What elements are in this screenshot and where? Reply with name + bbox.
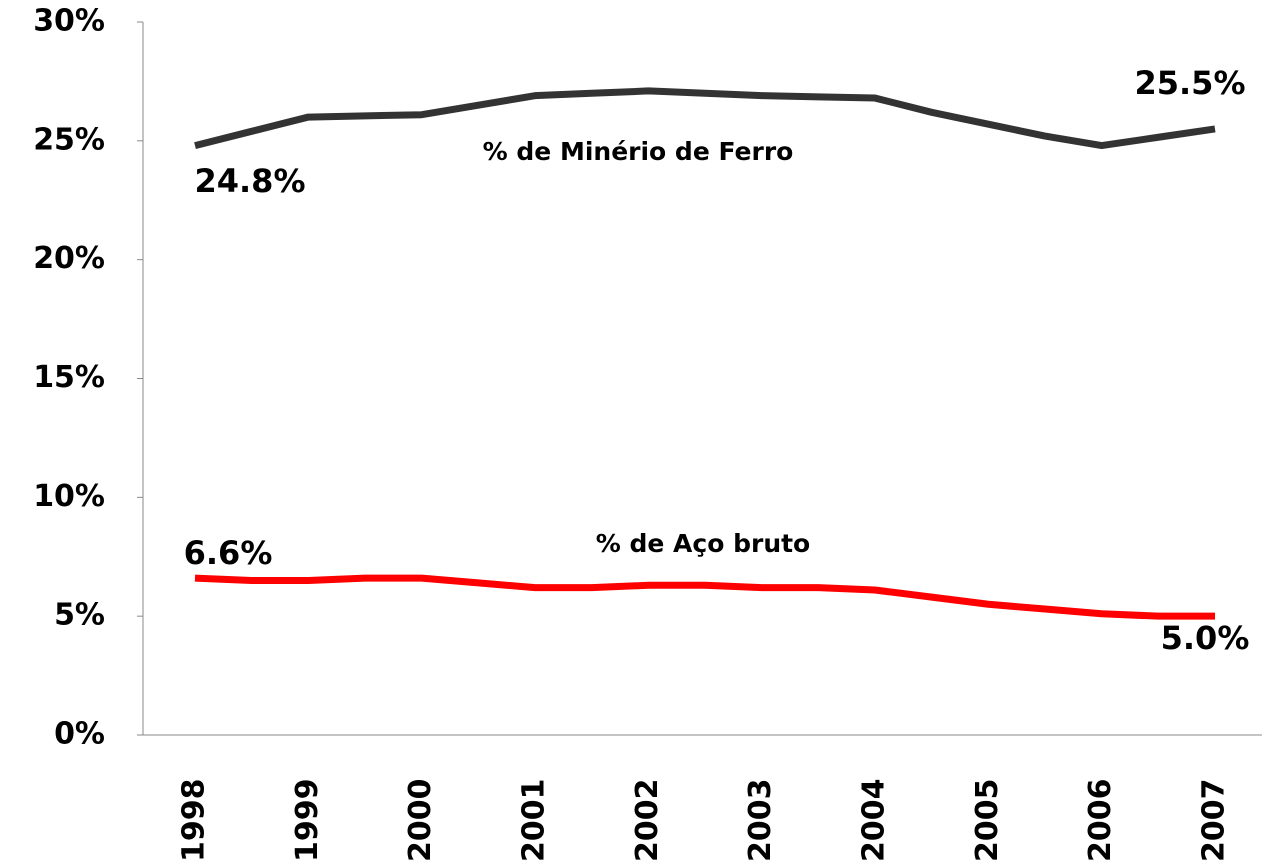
data-label: 25.5% bbox=[1134, 64, 1245, 102]
x-tick-label: 2006 bbox=[1083, 779, 1118, 863]
x-tick-label: 2004 bbox=[857, 779, 892, 863]
x-tick-label: 2000 bbox=[403, 779, 438, 863]
y-tick-label: 15% bbox=[33, 360, 105, 395]
y-tick-label: 10% bbox=[33, 479, 105, 514]
x-tick-label: 2003 bbox=[743, 779, 778, 863]
y-tick-label: 30% bbox=[33, 4, 105, 39]
x-tick-label: 2002 bbox=[630, 779, 665, 863]
series-name: % de Aço bruto bbox=[596, 529, 811, 558]
data-label: 24.8% bbox=[194, 162, 305, 200]
y-tick-label: 5% bbox=[54, 598, 105, 633]
data-label: 6.6% bbox=[184, 534, 273, 572]
series-line bbox=[194, 574, 1215, 620]
x-tick-label: 2001 bbox=[517, 779, 552, 863]
data-label: 5.0% bbox=[1161, 619, 1250, 657]
x-tick-label: 1999 bbox=[290, 779, 325, 863]
y-tick-label: 25% bbox=[33, 122, 105, 157]
y-tick-label: 20% bbox=[33, 241, 105, 276]
series-name: % de Minério de Ferro bbox=[483, 137, 794, 166]
x-tick-label: 2005 bbox=[970, 779, 1005, 863]
x-tick-label: 2007 bbox=[1197, 779, 1232, 863]
series-line bbox=[194, 87, 1216, 150]
y-tick-label: 0% bbox=[54, 717, 105, 752]
x-tick-label: 1998 bbox=[177, 779, 212, 863]
